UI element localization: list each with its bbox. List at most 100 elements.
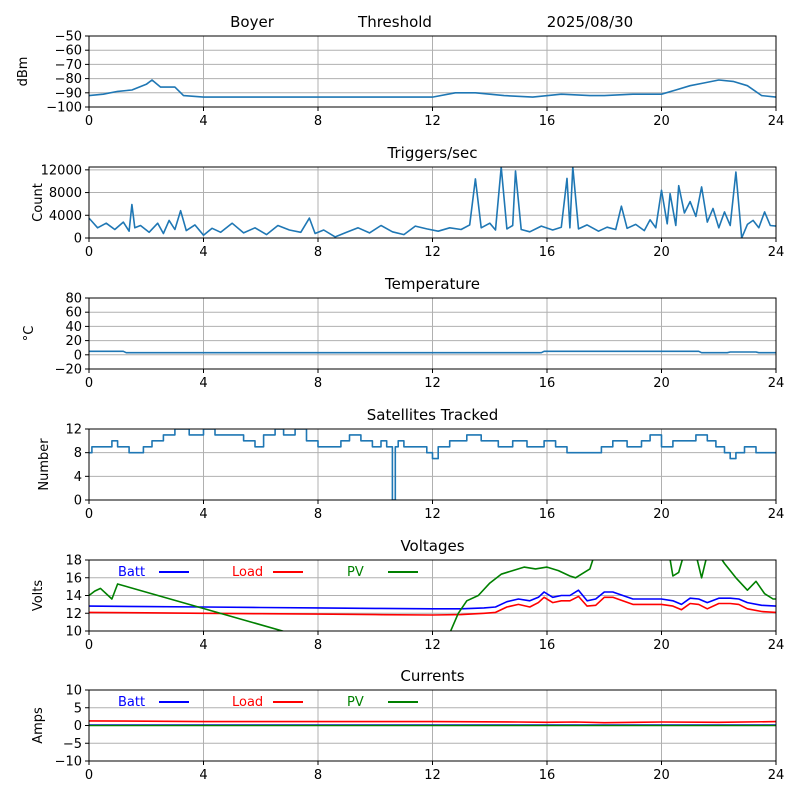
- chart-satellites: 0 4 8 12 16 20 24 0 4 8 12 Satellites Tracked Number: [37, 406, 784, 522]
- series-line-0: [89, 429, 776, 500]
- x-tick-label: 24: [768, 768, 785, 783]
- y-tick-label: 20: [65, 334, 82, 349]
- y-tick-label: 0: [74, 232, 82, 247]
- x-tick-label: 20: [653, 507, 670, 522]
- header-date: 2025/08/30: [547, 13, 633, 31]
- y-axis-label: °C: [22, 326, 37, 342]
- y-tick-label: −20: [55, 363, 82, 378]
- chart-title: Temperature: [384, 275, 480, 293]
- y-axis-label: Count: [31, 183, 46, 222]
- x-tick-label: 16: [539, 376, 556, 391]
- y-tick-label: 40: [65, 320, 82, 335]
- legend-label: Batt: [118, 565, 145, 580]
- chart-title: Currents: [400, 667, 464, 685]
- legend-label: PV: [347, 565, 364, 580]
- x-tick-label: 4: [199, 245, 207, 260]
- series-line-load: [89, 720, 776, 724]
- y-tick-label: −5: [63, 737, 82, 752]
- series-group: [89, 560, 776, 631]
- chart-title: Triggers/sec: [387, 144, 478, 162]
- series-line-pv: [89, 560, 776, 631]
- x-tick-label: 24: [768, 376, 785, 391]
- x-tick-label: 8: [314, 507, 322, 522]
- x-tick-label: 8: [314, 114, 322, 129]
- y-tick-label: −90: [55, 86, 82, 101]
- series-line-load: [89, 595, 776, 616]
- y-tick-label: 0: [74, 719, 82, 734]
- x-tick-label: 0: [85, 638, 93, 653]
- x-tick-label: 4: [199, 507, 207, 522]
- x-tick-label: 12: [424, 768, 441, 783]
- series-group: [89, 79, 776, 98]
- x-tick-label: 0: [85, 768, 93, 783]
- series-group: [89, 429, 776, 500]
- legend-label: Load: [232, 695, 263, 710]
- series-line-0: [89, 79, 776, 98]
- x-tick-label: 4: [199, 638, 207, 653]
- x-tick-label: 0: [85, 245, 93, 260]
- y-tick-label: 10: [65, 684, 82, 699]
- series-line-0: [89, 350, 776, 354]
- x-tick-label: 20: [653, 376, 670, 391]
- x-tick-label: 16: [539, 114, 556, 129]
- x-tick-label: 12: [424, 376, 441, 391]
- legend-label: PV: [347, 695, 364, 710]
- y-tick-label: 12000: [41, 163, 82, 178]
- y-tick-label: 80: [65, 292, 82, 307]
- y-tick-label: −80: [55, 72, 82, 87]
- chart-title: Voltages: [400, 537, 464, 555]
- header-mode: Threshold: [357, 13, 432, 31]
- series-group: [89, 720, 776, 727]
- y-tick-label: 8: [74, 446, 82, 461]
- x-tick-label: 24: [768, 638, 785, 653]
- x-tick-label: 24: [768, 507, 785, 522]
- x-tick-label: 16: [539, 507, 556, 522]
- y-tick-label: −100: [46, 101, 82, 116]
- x-tick-label: 12: [424, 638, 441, 653]
- legend-label: Load: [232, 565, 263, 580]
- y-axis-label: Number: [37, 438, 52, 491]
- x-tick-label: 8: [314, 376, 322, 391]
- chart-currents: 0 4 8 12 16 20 24 −10 −5 0 5 10 Currents Amps Batt Load…: [31, 667, 784, 783]
- x-tick-label: 12: [424, 245, 441, 260]
- series-line-batt: [89, 589, 776, 610]
- y-tick-label: 5: [74, 701, 82, 716]
- y-tick-label: −70: [55, 58, 82, 73]
- x-tick-label: 16: [539, 245, 556, 260]
- y-tick-label: 18: [65, 554, 82, 569]
- x-tick-label: 0: [85, 376, 93, 391]
- y-tick-label: 0: [74, 494, 82, 509]
- x-tick-label: 12: [424, 507, 441, 522]
- y-tick-label: −10: [55, 755, 82, 770]
- series-group: [89, 167, 776, 238]
- series-line-0: [89, 167, 776, 238]
- y-tick-label: 12: [65, 607, 82, 622]
- series-group: [89, 350, 776, 354]
- y-tick-label: 4: [74, 470, 82, 485]
- x-tick-label: 20: [653, 638, 670, 653]
- y-tick-label: 4000: [49, 209, 82, 224]
- chart-voltages: 0 4 8 12 16 20 24 10 12 14 16 18 Voltages Volts Batt Lo…: [31, 537, 785, 653]
- y-tick-label: 8000: [49, 186, 82, 201]
- x-tick-label: 16: [539, 768, 556, 783]
- x-tick-label: 8: [314, 768, 322, 783]
- y-tick-label: 14: [65, 589, 82, 604]
- x-tick-label: 0: [85, 114, 93, 129]
- y-tick-label: 12: [65, 423, 82, 438]
- legend-label: Batt: [118, 695, 145, 710]
- x-tick-label: 4: [199, 768, 207, 783]
- x-tick-label: 20: [653, 114, 670, 129]
- x-tick-label: 24: [768, 245, 785, 260]
- x-tick-label: 4: [199, 376, 207, 391]
- x-tick-label: 8: [314, 638, 322, 653]
- chart-threshold: 0 4 8 12 16 20 24 −100−90−80−70−60−50 dBm: [16, 30, 784, 130]
- y-tick-label: 0: [74, 348, 82, 363]
- y-tick-label: 16: [65, 571, 82, 586]
- x-tick-label: 16: [539, 638, 556, 653]
- y-tick-label: 10: [65, 625, 82, 640]
- y-axis-label: Volts: [31, 580, 46, 612]
